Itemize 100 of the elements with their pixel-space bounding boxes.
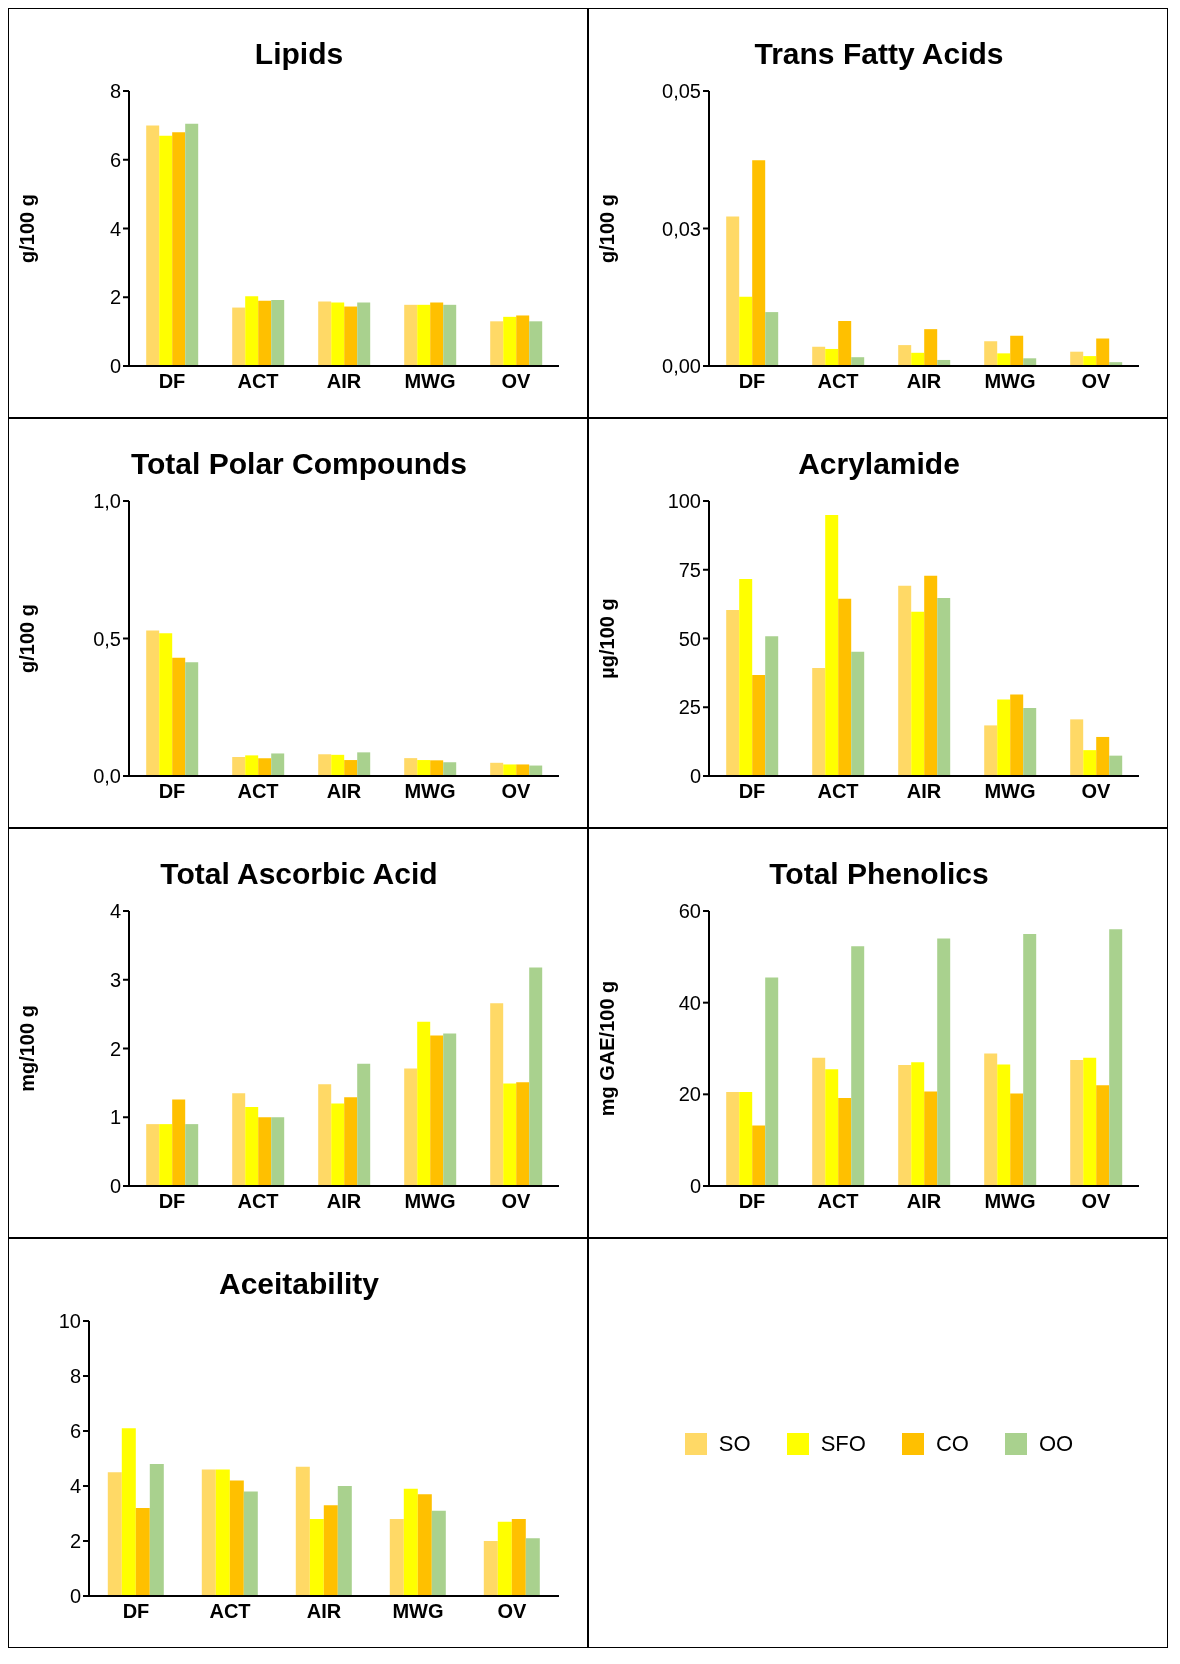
x-tick-label: AIR <box>326 1190 362 1213</box>
bar <box>245 755 259 776</box>
bar <box>159 1124 173 1186</box>
bar <box>172 1099 186 1186</box>
legend-label: CO <box>935 1431 969 1457</box>
bar <box>898 585 912 776</box>
y-tick-label: 100 <box>667 490 701 513</box>
chart-title: Lipids <box>253 36 345 71</box>
bar <box>1070 1059 1084 1186</box>
bar <box>765 312 779 366</box>
bar <box>271 300 285 366</box>
y-tick-label: 4 <box>69 1475 81 1498</box>
bar <box>295 1466 310 1596</box>
x-tick-label: MWG <box>404 370 456 393</box>
y-axis-title: mg/100 g <box>16 1005 39 1092</box>
bar <box>838 598 852 776</box>
y-tick-label: 2 <box>109 1037 121 1060</box>
bar <box>765 636 779 776</box>
y-tick-label: 10 <box>58 1310 81 1333</box>
chart-title: Aceitability <box>217 1266 381 1301</box>
bar <box>490 1003 504 1186</box>
y-tick-label: 20 <box>678 1083 701 1106</box>
y-tick-label: 6 <box>69 1420 81 1443</box>
x-tick-label: OV <box>501 1190 532 1213</box>
bar <box>271 1117 285 1186</box>
bar <box>258 758 272 776</box>
bar <box>752 1125 766 1186</box>
y-tick-label: 60 <box>678 900 701 923</box>
bar <box>812 667 826 776</box>
bar <box>984 341 998 366</box>
y-tick-label: 0,00 <box>662 355 701 378</box>
bar <box>984 1053 998 1186</box>
bar <box>1083 356 1097 366</box>
bar <box>309 1519 324 1596</box>
bar <box>318 301 332 366</box>
bar <box>838 320 852 366</box>
chart-title: Trans Fatty Acids <box>753 36 1005 71</box>
bar <box>503 1083 517 1186</box>
bar <box>417 304 431 366</box>
bar <box>838 1098 852 1186</box>
bar <box>215 1469 230 1596</box>
y-tick-label: 75 <box>678 558 701 581</box>
x-tick-label: OV <box>1081 780 1112 803</box>
bar <box>404 758 418 776</box>
y-tick-label: 0,05 <box>662 80 701 103</box>
y-tick-label: 0 <box>69 1585 81 1608</box>
y-tick-label: 0 <box>109 355 121 378</box>
bar <box>318 754 332 776</box>
y-tick-label: 6 <box>109 148 121 171</box>
bar <box>483 1541 498 1596</box>
bar <box>1010 335 1024 366</box>
bar <box>984 725 998 776</box>
bar <box>417 760 431 776</box>
bar <box>1023 933 1037 1186</box>
x-tick-label: MWG <box>404 780 456 803</box>
bar <box>726 216 740 366</box>
bar <box>1010 694 1024 776</box>
bar <box>765 977 779 1186</box>
x-tick-label: DF <box>738 1190 766 1213</box>
x-tick-label: DF <box>158 1190 186 1213</box>
y-tick-label: 8 <box>69 1365 81 1388</box>
bar <box>271 753 285 776</box>
legend-label: SO <box>718 1431 751 1457</box>
bar <box>337 1486 352 1596</box>
bar <box>344 306 358 366</box>
y-axis-title: g/100 g <box>16 194 39 263</box>
x-tick-label: MWG <box>984 370 1036 393</box>
bar <box>331 302 345 366</box>
bar <box>503 316 517 366</box>
bar <box>851 651 865 776</box>
bar <box>911 611 925 776</box>
bar <box>201 1469 216 1596</box>
bar <box>146 630 160 776</box>
bar <box>107 1472 122 1596</box>
y-tick-label: 0,5 <box>93 627 121 650</box>
bar <box>245 1106 259 1186</box>
bar <box>898 345 912 366</box>
y-tick-label: 3 <box>109 968 121 991</box>
bar <box>357 752 371 776</box>
bar <box>825 1069 839 1186</box>
bar <box>159 135 173 366</box>
x-tick-label: ACT <box>237 370 279 393</box>
bar <box>516 764 530 776</box>
bar <box>357 302 371 366</box>
x-tick-label: AIR <box>906 780 942 803</box>
bar <box>185 1124 199 1186</box>
bar <box>516 315 530 366</box>
bar <box>1083 750 1097 776</box>
x-tick-label: DF <box>738 370 766 393</box>
bar <box>430 302 444 366</box>
bar <box>258 300 272 366</box>
bar <box>404 1068 418 1186</box>
bar <box>997 699 1011 776</box>
bar <box>232 757 246 776</box>
bar <box>135 1508 150 1596</box>
x-tick-label: AIR <box>326 780 362 803</box>
y-axis-title: g/100 g <box>16 604 39 673</box>
x-tick-label: AIR <box>906 1190 942 1213</box>
x-tick-label: OV <box>497 1600 528 1623</box>
y-tick-label: 40 <box>678 991 701 1014</box>
